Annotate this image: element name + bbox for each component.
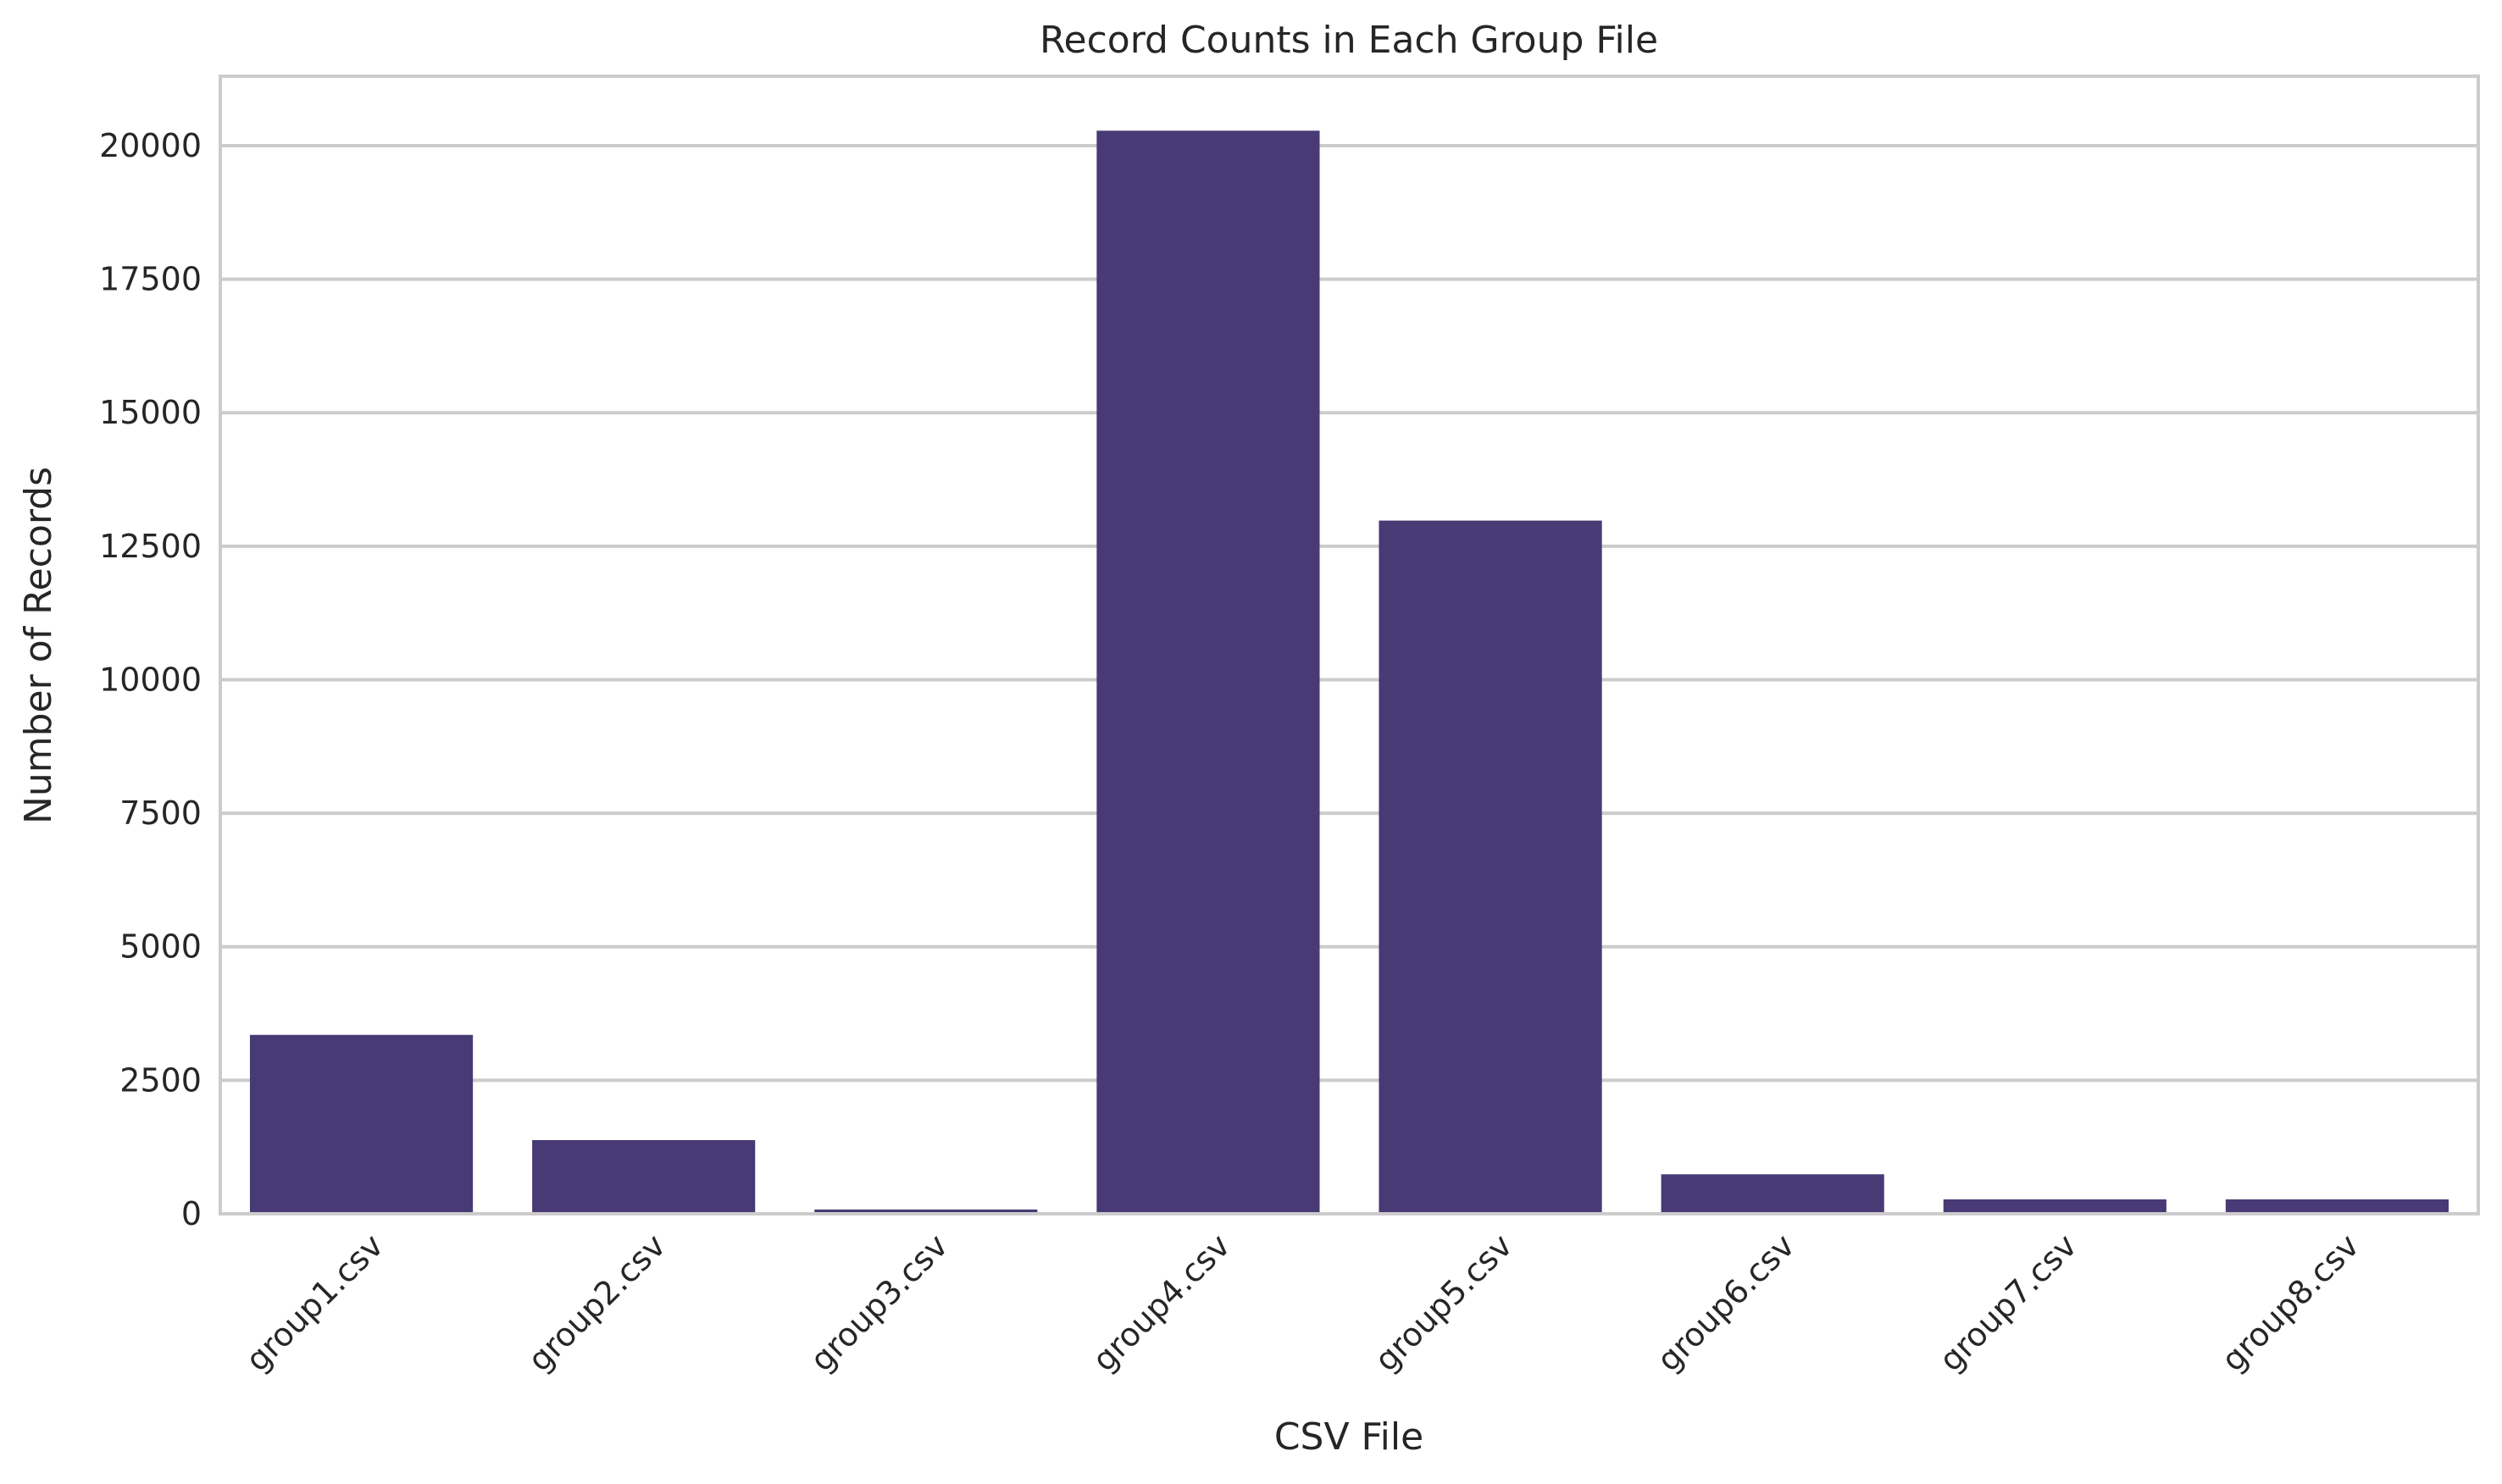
y-axis-ticks: 0 2500 5000 7500 10000 12500 15000 17500 20000: [99, 127, 202, 1232]
y-tick-label: 17500: [99, 261, 202, 298]
y-tick-label: 15000: [99, 394, 202, 431]
bar-group8.csv: [2225, 1199, 2449, 1214]
y-axis-label: Number of Records: [17, 467, 60, 824]
y-tick-label: 2500: [119, 1061, 202, 1099]
bar-group6.csv: [1661, 1174, 1884, 1214]
bar-group1.csv: [249, 1034, 474, 1214]
y-tick-label: 0: [181, 1195, 202, 1232]
bar-group2.csv: [532, 1139, 756, 1214]
y-tick-label: 12500: [99, 528, 202, 565]
bar-group4.csv: [1096, 130, 1320, 1214]
y-tick-label: 10000: [99, 661, 202, 698]
bar-group3.csv: [814, 1209, 1038, 1214]
x-axis-label: CSV File: [1274, 1415, 1423, 1459]
y-tick-label: 7500: [119, 795, 202, 832]
y-tick-label: 20000: [99, 127, 202, 164]
bar-group7.csv: [1943, 1199, 2166, 1214]
bars: [249, 130, 2449, 1214]
y-tick-label: 5000: [119, 928, 202, 966]
bar-group5.csv: [1379, 520, 1602, 1214]
plot-frame: [219, 75, 2480, 1215]
chart-title: Record Counts in Each Group File: [1040, 19, 1658, 62]
